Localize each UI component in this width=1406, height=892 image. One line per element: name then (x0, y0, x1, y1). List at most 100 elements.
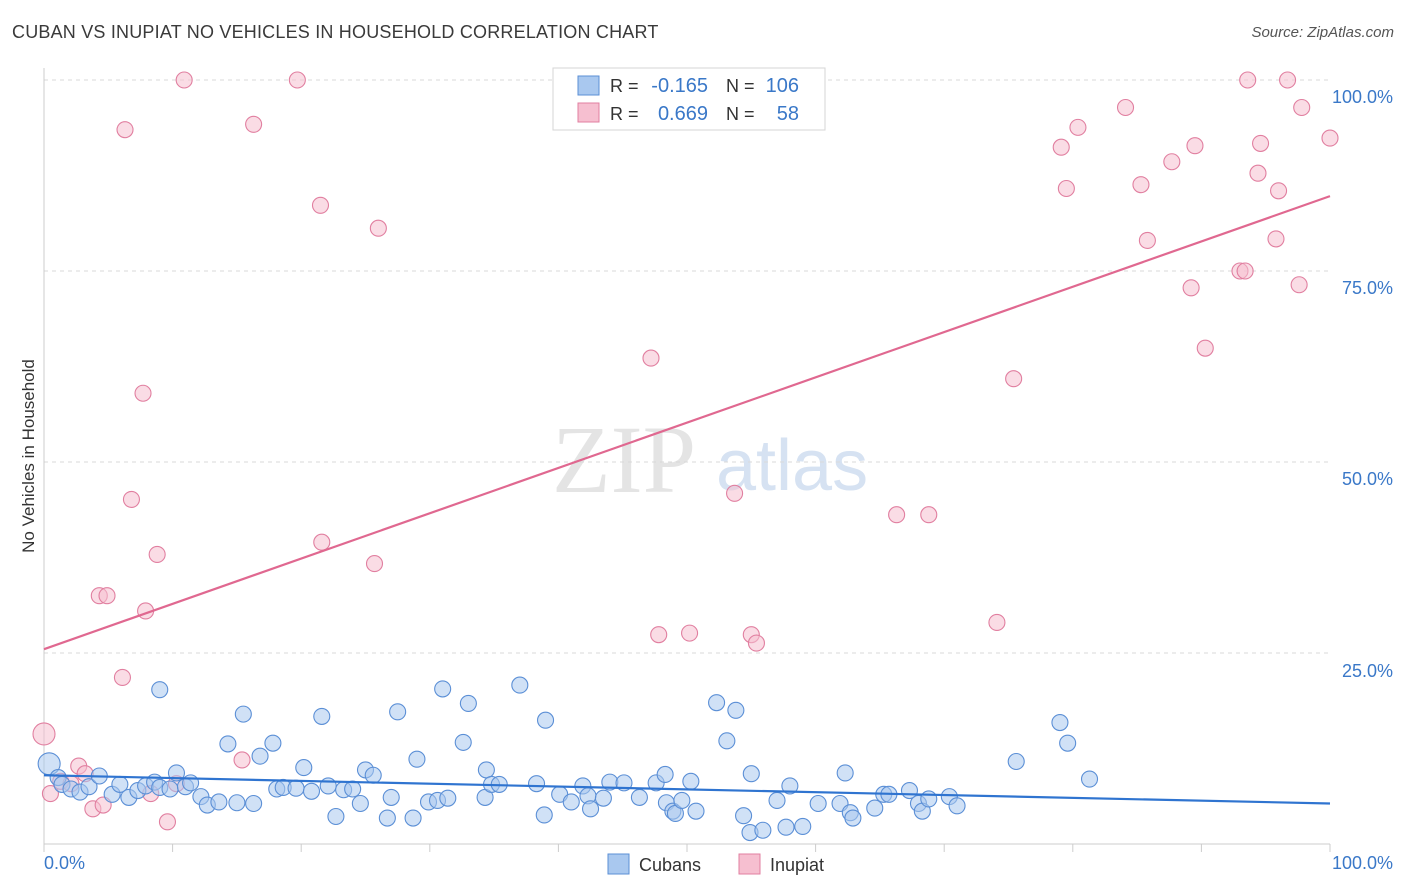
source-label: Source: ZipAtlas.com (1251, 24, 1394, 41)
inupiat-point (1069, 118, 1087, 136)
cubans-point (1007, 752, 1025, 771)
cubans-point (511, 676, 529, 694)
cubans-point (378, 809, 396, 827)
inupiat-point (1293, 98, 1311, 117)
cubans-point (562, 793, 580, 811)
cubans-point (866, 799, 884, 817)
inupiat-point (365, 555, 384, 573)
legend-r-label-inupiat: R = (610, 104, 639, 124)
cubans-point (151, 681, 169, 699)
inupiat-point (1186, 137, 1204, 155)
y-tick-label-50: 50.0% (1342, 469, 1393, 489)
inupiat-point (98, 587, 116, 605)
cubans-point (459, 694, 477, 712)
bottom-legend-label-inupiat: Inupiat (770, 855, 824, 875)
cubans-point (844, 809, 862, 827)
grid (44, 79, 1330, 654)
x-tick-label-100: 100.0% (1332, 853, 1393, 873)
inupiat-point (113, 668, 131, 686)
cubans-point (364, 766, 382, 784)
cubans-point (1080, 770, 1099, 788)
inupiat-point (1163, 153, 1181, 171)
inupiat-point (134, 384, 152, 402)
cubans-point (656, 765, 674, 784)
cubans-point (794, 817, 812, 835)
inupiat-point (245, 115, 263, 133)
watermark-zip: ZIP (552, 406, 696, 513)
inupiat-point (1005, 370, 1023, 388)
bottom-legend-label-cubans: Cubans (639, 855, 701, 875)
cubans-point (630, 788, 648, 806)
cubans-point (287, 779, 305, 797)
inupiat-point (122, 490, 140, 508)
cubans-point (382, 788, 400, 806)
cubans-point (477, 761, 495, 779)
y-tick-label-100: 100.0% (1332, 87, 1393, 107)
y-tick-label-25: 25.0% (1342, 661, 1393, 681)
cubans-point (351, 794, 369, 813)
cubans-point (219, 735, 237, 753)
inupiat-points (32, 71, 1339, 831)
inupiat-point (313, 533, 331, 551)
legend-n-label-cubans: N = (726, 76, 755, 96)
cubans-point (439, 789, 457, 807)
cubans-point (708, 694, 726, 712)
inupiat-point (1267, 230, 1285, 248)
legend-r-value-inupiat: 0.669 (658, 103, 708, 125)
inupiat-point (1252, 134, 1270, 152)
inupiat-point (726, 484, 744, 502)
cubans-point (80, 778, 98, 796)
inupiat-point (1057, 179, 1075, 198)
inupiat-point (1138, 231, 1156, 249)
bottom-legend-swatch-inupiat (738, 853, 761, 875)
cubans-point (777, 818, 795, 836)
inupiat-point (681, 624, 699, 642)
cubans-point (245, 794, 263, 813)
cubans-point (687, 802, 705, 820)
cubans-point (809, 794, 827, 813)
bottom-legend-swatch-cubans (607, 853, 630, 875)
cubans-point (228, 794, 246, 812)
x-ticks (43, 844, 1331, 852)
legend-r-value-cubans: -0.165 (651, 75, 708, 97)
inupiat-point (288, 71, 306, 89)
cubans-point (313, 707, 331, 725)
series-legend: Cubans Inupiat (607, 853, 824, 875)
inupiat-point (1321, 129, 1339, 147)
y-axis-title: No Vehicles in Household (19, 359, 38, 553)
cubans-point (344, 780, 362, 798)
cubans-point (389, 703, 407, 721)
inupiat-point (1236, 262, 1254, 280)
cubans-point (302, 782, 321, 800)
cubans-point (1059, 734, 1077, 752)
cubans-point (781, 777, 799, 795)
legend-n-value-cubans: 106 (766, 75, 799, 97)
cubans-point (673, 791, 691, 810)
legend-swatch-cubans (577, 75, 600, 96)
inupiat-point (158, 813, 177, 831)
cubans-point (735, 807, 753, 825)
inupiat-point (642, 349, 660, 367)
inupiat-point (175, 71, 193, 89)
y-tick-label-75: 75.0% (1342, 278, 1393, 298)
cubans-point (167, 764, 186, 782)
cubans-point (682, 772, 700, 790)
watermark: ZIP atlas (552, 406, 868, 513)
inupiat-point (369, 219, 387, 237)
chart-title: CUBAN VS INUPIAT NO VEHICLES IN HOUSEHOL… (12, 22, 659, 42)
legend-n-label-inupiat: N = (726, 104, 755, 124)
inupiat-point (920, 506, 938, 524)
inupiat-point (1132, 176, 1150, 194)
cubans-point (718, 732, 736, 750)
cubans-point (535, 806, 553, 824)
cubans-point (264, 734, 282, 752)
inupiat-point (1182, 279, 1200, 297)
inupiat-point (148, 545, 166, 563)
cubans-point (594, 789, 612, 807)
inupiat-point (747, 634, 765, 652)
cubans-point (768, 791, 786, 810)
cubans-point (527, 775, 546, 793)
inupiat-point (32, 722, 56, 746)
cubans-point (454, 733, 472, 751)
